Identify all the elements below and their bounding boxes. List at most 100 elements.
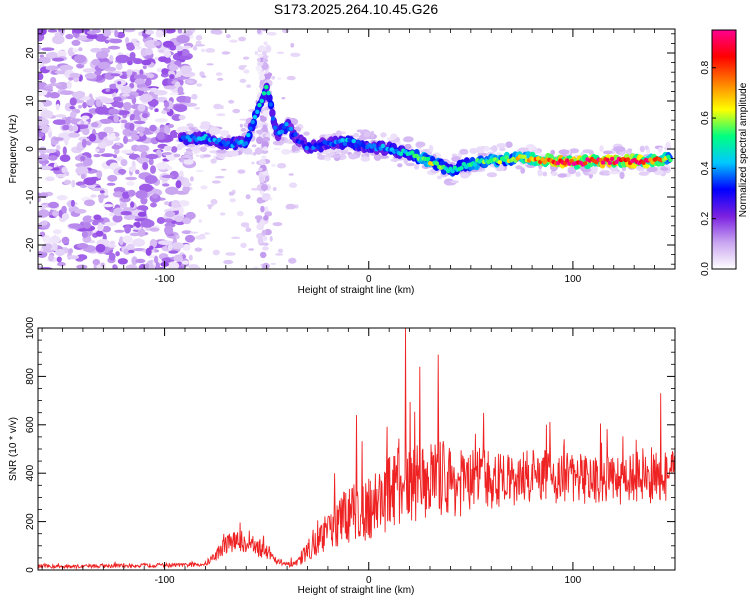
- heat-cell: [627, 148, 633, 152]
- heat-cell: [38, 155, 47, 162]
- heat-cell: [257, 237, 264, 245]
- heat-cell: [262, 195, 270, 201]
- heat-cell: [504, 155, 509, 160]
- heat-cell: [200, 185, 208, 190]
- heat-cell: [79, 184, 87, 188]
- heat-cell: [200, 48, 206, 53]
- heat-cell: [149, 87, 159, 92]
- heat-cell: [77, 258, 84, 262]
- heat-cell: [261, 91, 267, 96]
- heat-cell: [163, 152, 172, 155]
- heat-cell: [240, 242, 247, 248]
- heat-cell: [210, 158, 217, 164]
- heat-cell: [97, 223, 104, 232]
- heat-cell: [199, 124, 210, 130]
- heat-cell: [180, 65, 192, 74]
- heat-cell: [92, 259, 101, 266]
- heat-cell: [469, 148, 478, 154]
- spectrogram-y-label: Frequency (Hz): [8, 115, 19, 184]
- heat-cell: [259, 116, 267, 122]
- heat-cell: [168, 250, 179, 254]
- heat-cell: [153, 95, 158, 100]
- heat-cell: [41, 243, 53, 251]
- heat-cell: [113, 114, 119, 123]
- heat-cell: [66, 80, 72, 90]
- heat-cell: [410, 150, 415, 155]
- heat-cell: [128, 249, 135, 254]
- heat-cell: [171, 199, 181, 209]
- heat-cell: [226, 34, 231, 39]
- heat-cell: [607, 160, 613, 166]
- heat-cell: [273, 147, 281, 150]
- heat-cell: [243, 56, 250, 60]
- heat-cell: [240, 127, 247, 132]
- heat-cell: [245, 194, 251, 200]
- heat-cell: [129, 82, 135, 89]
- heat-cell: [397, 163, 403, 168]
- heat-cell: [260, 149, 269, 154]
- heat-cell: [83, 177, 97, 186]
- heat-cell: [120, 211, 132, 216]
- heat-cell: [38, 132, 45, 137]
- heat-cell: [132, 238, 146, 247]
- heat-cell: [158, 240, 173, 246]
- heat-cell: [109, 212, 114, 217]
- heat-cell: [117, 258, 128, 265]
- heat-cell: [186, 80, 194, 84]
- colorbar-tick-label: 0.0: [700, 262, 711, 276]
- heat-cell: [472, 162, 478, 167]
- heat-cell: [107, 174, 118, 182]
- heat-cell: [300, 140, 305, 145]
- heat-cell: [221, 51, 231, 55]
- heat-cell: [331, 154, 342, 159]
- heat-cell: [613, 146, 626, 153]
- heat-cell: [82, 68, 96, 73]
- heat-cell: [163, 101, 170, 108]
- heat-cell: [53, 137, 64, 141]
- heat-cell: [109, 55, 114, 63]
- heat-cell: [261, 141, 269, 149]
- heat-cell: [176, 76, 188, 80]
- heat-cell: [216, 113, 226, 117]
- heat-cell: [120, 159, 128, 167]
- heat-cell: [38, 56, 51, 64]
- heat-cell: [277, 77, 282, 80]
- heat-cell: [111, 144, 122, 150]
- heat-cell: [195, 40, 202, 45]
- heat-cell: [129, 232, 140, 237]
- heat-cell: [425, 156, 431, 162]
- heat-cell: [93, 214, 102, 221]
- heat-cell: [137, 228, 146, 237]
- heat-cell: [210, 198, 218, 205]
- heat-cell: [497, 160, 502, 165]
- heat-cell: [117, 81, 122, 85]
- heat-cell: [107, 45, 121, 50]
- heat-cell: [78, 104, 83, 109]
- heat-cell: [163, 85, 176, 90]
- heat-cell: [342, 141, 348, 146]
- heat-cell: [600, 160, 606, 165]
- heat-cell: [166, 166, 173, 171]
- y-tick-label: 200: [25, 513, 36, 530]
- heat-cell: [124, 225, 131, 234]
- heat-cell: [129, 122, 135, 131]
- heat-cell: [138, 87, 151, 91]
- heat-cell: [70, 111, 77, 119]
- heat-cell: [625, 157, 630, 162]
- heat-cell: [65, 117, 71, 125]
- heat-cell: [557, 173, 568, 178]
- heat-cell: [483, 145, 490, 152]
- heat-cell: [178, 115, 186, 120]
- heat-cell: [109, 38, 123, 44]
- heat-cell: [72, 124, 79, 132]
- heat-cell: [194, 247, 203, 252]
- heat-cell: [191, 93, 198, 100]
- heat-cell: [103, 188, 109, 196]
- heat-cell: [216, 137, 222, 143]
- heat-cell: [52, 57, 65, 62]
- heat-cell: [107, 244, 117, 248]
- heat-cell: [236, 210, 244, 217]
- heat-cell: [154, 108, 159, 113]
- heat-cell: [102, 29, 112, 37]
- heat-cell: [61, 236, 70, 244]
